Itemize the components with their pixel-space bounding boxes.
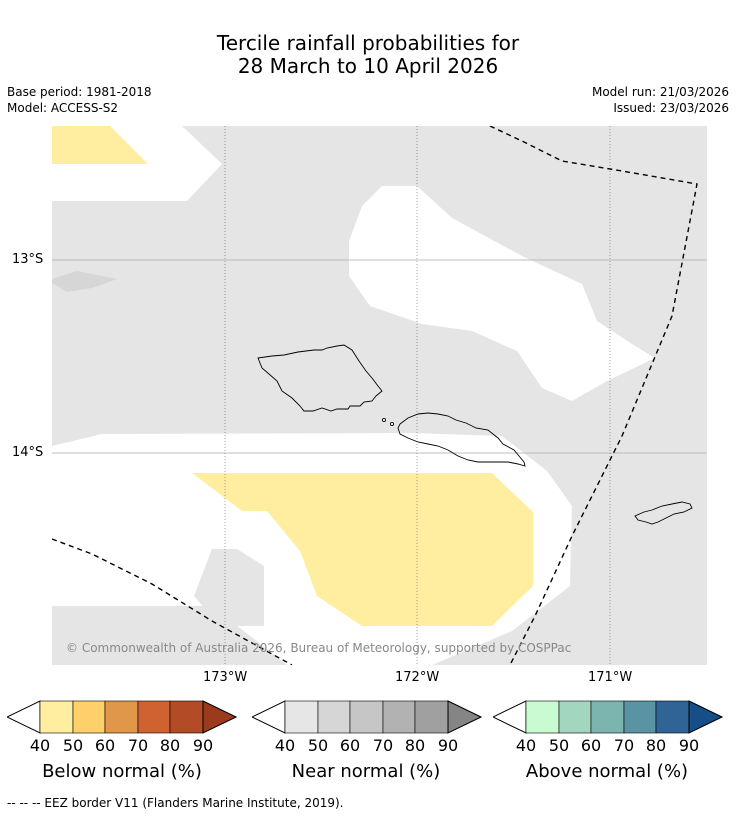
base-period: Base period: 1981-2018 — [7, 85, 152, 99]
above-colorbar-segment-60 — [590, 700, 625, 734]
map-title-line1: Tercile rainfall probabilities for — [216, 31, 520, 55]
below-colorbar-segment-50 — [72, 700, 106, 734]
tutuila-island — [634, 501, 693, 525]
below-colorbar-high-arrow — [202, 700, 237, 734]
copyright-text: © Commonwealth of Australia 2026, Bureau… — [66, 641, 572, 655]
near-tick-50: 50 — [307, 736, 329, 755]
near-tick-80: 80 — [404, 736, 426, 755]
below-normal-region-nw — [52, 126, 148, 164]
above-normal-label: Above normal (%) — [525, 761, 689, 782]
below-colorbar-low-arrow — [7, 700, 41, 734]
above-colorbar-segment-40 — [525, 700, 560, 734]
near-normal-colorbar — [252, 700, 482, 734]
issued-date: Issued: 23/03/2026 — [613, 101, 729, 115]
above-tick-80: 80 — [645, 736, 667, 755]
above-colorbar-segment-50 — [558, 700, 592, 734]
near-colorbar-segment-70 — [382, 700, 416, 734]
near-colorbar-segment-50 — [317, 700, 351, 734]
model-name: Model: ACCESS-S2 — [7, 101, 119, 115]
near-tick-40: 40 — [274, 736, 296, 755]
model-run: Model run: 21/03/2026 — [591, 85, 729, 99]
eez-border-south — [52, 538, 293, 665]
below-tick-50: 50 — [62, 736, 84, 755]
above-tick-70: 70 — [613, 736, 635, 755]
eez-border-east — [489, 126, 698, 665]
apolima-islet — [389, 421, 394, 426]
above-tick-90: 90 — [678, 736, 700, 755]
lon-label-172w: 172°W — [395, 670, 440, 685]
near-normal-label: Near normal (%) — [291, 761, 441, 782]
below-tick-60: 60 — [94, 736, 116, 755]
lon-label-171w: 171°W — [588, 670, 633, 685]
near-normal-darker-patch — [52, 271, 117, 292]
below-normal-region-south — [192, 473, 533, 626]
above-colorbar-segment-80 — [655, 700, 690, 734]
above-colorbar-high-arrow — [688, 700, 723, 734]
below-colorbar-segment-70 — [137, 700, 171, 734]
near-colorbar-high-arrow — [447, 700, 482, 734]
near-normal-patch-south — [194, 549, 264, 626]
near-tick-60: 60 — [339, 736, 361, 755]
rainfall-map — [52, 126, 707, 665]
below-colorbar-segment-40 — [39, 700, 74, 734]
above-colorbar-low-arrow — [493, 700, 527, 734]
savaii-island — [257, 344, 383, 412]
eez-footnote: -- -- -- EEZ border V11 (Flanders Marine… — [7, 796, 344, 810]
above-tick-60: 60 — [580, 736, 602, 755]
lat-label-14s: 14°S — [12, 445, 44, 460]
below-tick-70: 70 — [127, 736, 149, 755]
near-tick-70: 70 — [372, 736, 394, 755]
near-colorbar-low-arrow — [252, 700, 286, 734]
near-colorbar-segment-40 — [284, 700, 319, 734]
below-normal-label: Below normal (%) — [42, 761, 202, 782]
above-colorbar-segment-70 — [623, 700, 657, 734]
upolu-island — [397, 412, 526, 467]
below-colorbar-segment-60 — [104, 700, 139, 734]
below-tick-80: 80 — [159, 736, 181, 755]
above-tick-50: 50 — [548, 736, 570, 755]
above-tick-40: 40 — [515, 736, 537, 755]
below-colorbar-segment-80 — [169, 700, 204, 734]
manono-islet — [381, 417, 386, 422]
below-tick-90: 90 — [192, 736, 214, 755]
near-colorbar-segment-80 — [414, 700, 449, 734]
neutral-region-center — [349, 186, 655, 401]
below-normal-colorbar — [7, 700, 237, 734]
near-tick-90: 90 — [437, 736, 459, 755]
lon-label-173w: 173°W — [203, 670, 248, 685]
above-normal-colorbar — [493, 700, 723, 734]
map-title-line2: 28 March to 10 April 2026 — [237, 54, 499, 78]
lat-label-13s: 13°S — [12, 252, 44, 267]
below-tick-40: 40 — [29, 736, 51, 755]
near-colorbar-segment-60 — [349, 700, 384, 734]
